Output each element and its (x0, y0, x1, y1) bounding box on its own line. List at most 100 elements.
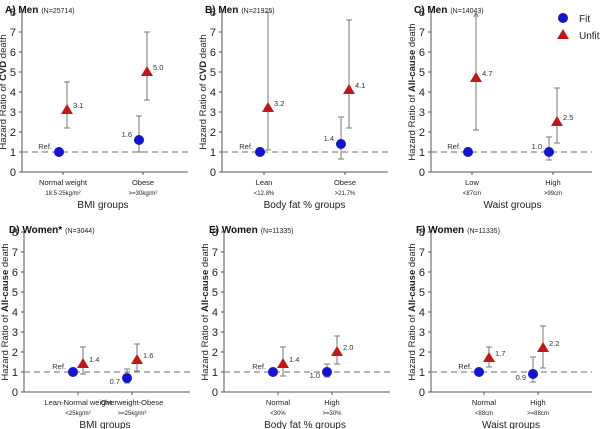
unfit-marker (277, 358, 289, 368)
value-label: 5.0 (153, 63, 163, 72)
fit-marker (336, 139, 346, 149)
y-tick-label: 7 (10, 27, 16, 39)
y-tick-label: 8 (419, 7, 425, 19)
value-label: Ref. (239, 142, 253, 151)
x-category-label: Normal (266, 398, 291, 407)
fit-point-group: Ref. (252, 362, 278, 377)
value-label: 3.1 (73, 101, 83, 110)
x-category-sublabel: >=88cm (527, 411, 549, 417)
value-label: 1.6 (143, 351, 153, 360)
x-category-sublabel: <88cm (475, 411, 493, 417)
y-tick-label: 4 (12, 307, 18, 319)
y-tick-label: 6 (10, 47, 16, 59)
panel-b: B) Men (N=21925) 0 1 2 3 4 5 6 7 8 Hazard Ratio of … (198, 5, 388, 211)
panel-title: A) Men (N=25714) (5, 5, 75, 16)
y-axis-label-outcome: All-cause (0, 270, 11, 312)
y-tick-label: 4 (210, 87, 216, 99)
y-tick-label: 0 (212, 387, 218, 399)
legend-circle-icon (558, 13, 568, 23)
panel-sample-size: (N=25714) (41, 8, 74, 15)
y-tick-label: 0 (210, 167, 216, 179)
x-category-label: Lean-Normal weight (44, 398, 112, 407)
legend-item-unfit: Unfit (557, 29, 600, 42)
panel-sample-size: (N=14043) (450, 8, 483, 15)
value-label: Ref. (458, 362, 472, 371)
fit-marker (68, 367, 78, 377)
fit-point-group: Ref. (52, 362, 78, 377)
x-category-label: Normal weight (39, 178, 88, 187)
value-label: 3.2 (274, 99, 284, 108)
y-tick-label: 3 (12, 327, 18, 339)
y-tick-label: 3 (212, 327, 218, 339)
unfit-marker (343, 84, 355, 94)
fit-marker (474, 367, 484, 377)
y-axis-label-suffix: death (200, 243, 211, 269)
unfit-point-group: 3.1 (61, 81, 83, 129)
legend-label: Unfit (579, 31, 600, 42)
y-tick-label: 2 (12, 347, 18, 359)
fit-marker (322, 367, 332, 377)
y-axis-label-prefix: Hazard Ratio of (407, 312, 418, 381)
y-axis-label: Hazard Ratio of All-cause death (0, 243, 11, 380)
y-tick-label: 8 (212, 227, 218, 239)
y-tick-label: 7 (12, 247, 18, 259)
y-tick-label: 4 (10, 87, 16, 99)
y-axis-label-outcome: All-cause (200, 270, 211, 312)
y-axis-label-prefix: Hazard Ratio of (200, 312, 211, 381)
x-category-label: Low (465, 178, 479, 187)
y-tick-label: 0 (12, 387, 18, 399)
y-tick-label: 0 (419, 167, 425, 179)
x-category-label: Normal (472, 398, 497, 407)
y-tick-label: 2 (210, 127, 216, 139)
unfit-point-group: 3.2 (262, 11, 284, 151)
panel-title-label: A) Men (5, 5, 38, 16)
unfit-point-group: 4.1 (343, 19, 365, 129)
x-axis-label: BMI groups (77, 200, 128, 211)
panel-title-label: F) Women (416, 225, 464, 236)
x-category-sublabel: >99cm (544, 191, 562, 197)
y-tick-label: 5 (210, 67, 216, 79)
y-tick-label: 1 (212, 367, 218, 379)
y-axis-label-prefix: Hazard Ratio of (407, 92, 418, 161)
y-tick-label: 3 (10, 107, 16, 119)
panel-title: F) Women (N=11335) (416, 225, 500, 236)
unfit-point-group: 1.6 (131, 343, 153, 372)
y-tick-label: 5 (212, 287, 218, 299)
x-category-label: Overweight-Obese (101, 398, 164, 407)
y-tick-label: 6 (12, 267, 18, 279)
unfit-marker (77, 358, 89, 368)
y-tick-label: 1 (210, 147, 216, 159)
y-tick-label: 5 (12, 287, 18, 299)
y-tick-label: 5 (10, 67, 16, 79)
y-axis-label-suffix: death (407, 243, 418, 269)
panel-title: C) Men (N=14043) (414, 5, 484, 16)
y-axis-label-prefix: Hazard Ratio of (0, 312, 11, 381)
value-label: Ref. (252, 362, 266, 371)
fit-point-group: Ref. (239, 142, 265, 157)
y-axis-label-prefix: Hazard Ratio of (198, 81, 209, 150)
fit-marker (463, 147, 473, 157)
panel-sample-size: (N=11335) (467, 228, 500, 235)
y-tick-label: 2 (10, 127, 16, 139)
unfit-marker (470, 72, 482, 82)
y-tick-label: 7 (419, 247, 425, 259)
error-bar-arrow-icon (473, 10, 479, 18)
value-label: Ref. (38, 142, 52, 151)
y-axis-label-outcome: CVD (0, 61, 9, 81)
y-tick-label: 6 (212, 267, 218, 279)
y-tick-label: 6 (210, 47, 216, 59)
y-tick-label: 4 (212, 307, 218, 319)
value-label: 2.2 (549, 339, 559, 348)
unfit-marker (551, 116, 563, 126)
y-axis-label-prefix: Hazard Ratio of (0, 81, 9, 150)
value-label: 1.4 (324, 134, 334, 143)
value-label: 1.0 (532, 142, 542, 151)
y-tick-label: 1 (419, 367, 425, 379)
fit-point-group: 0.9 (516, 356, 538, 383)
legend-item-fit: Fit (558, 13, 590, 25)
fit-point-group: Ref. (458, 362, 484, 377)
y-axis-label: Hazard Ratio of All-cause death (407, 23, 418, 160)
y-axis-label-outcome: All-cause (407, 270, 418, 312)
